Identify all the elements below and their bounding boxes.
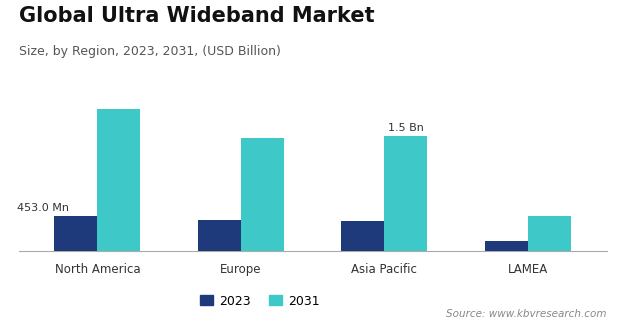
Bar — [198, 221, 241, 251]
Bar — [97, 109, 141, 251]
Bar — [528, 216, 571, 251]
Text: 453.0 Mn: 453.0 Mn — [17, 204, 69, 213]
Text: 1.5 Bn: 1.5 Bn — [388, 123, 424, 133]
Text: Source: www.kbvresearch.com: Source: www.kbvresearch.com — [446, 309, 607, 319]
Bar — [485, 241, 528, 251]
Bar — [384, 136, 427, 251]
Bar — [341, 221, 384, 251]
Legend: 2023, 2031: 2023, 2031 — [195, 289, 325, 313]
Text: Global Ultra Wideband Market: Global Ultra Wideband Market — [19, 6, 374, 26]
Text: Size, by Region, 2023, 2031, (USD Billion): Size, by Region, 2023, 2031, (USD Billio… — [19, 45, 280, 58]
Bar — [54, 216, 97, 251]
Bar — [241, 138, 284, 251]
